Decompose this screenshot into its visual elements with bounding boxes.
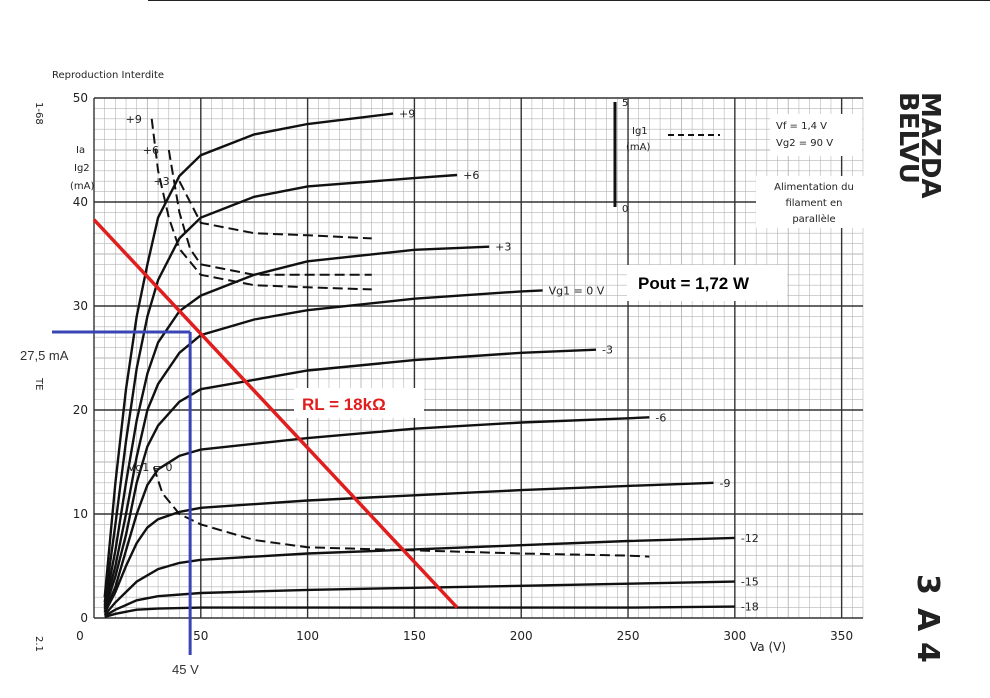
- series-line: [103, 112, 394, 598]
- condition-vf: Vf = 1,4 V: [776, 121, 827, 132]
- screen-series-line: [150, 118, 372, 291]
- series-line: [104, 580, 735, 617]
- side-label-mid: TE: [33, 377, 44, 390]
- annotations: [52, 218, 459, 655]
- ig1-tick-bottom: 0: [622, 204, 628, 215]
- x-tick-label: 300: [723, 629, 746, 643]
- screen-series-line: [167, 149, 372, 276]
- screen-series-label: Vg1 = 0: [128, 461, 173, 474]
- ig1-label: Ig1: [632, 126, 648, 137]
- series-line: [103, 348, 597, 611]
- condition-vg2: Vg2 = 90 V: [776, 138, 833, 149]
- pout-box: [627, 265, 787, 301]
- series-line: [103, 245, 490, 606]
- conditions-box: [770, 114, 862, 156]
- tube-model-3: 3: [910, 574, 945, 595]
- x-tick-label: 250: [617, 629, 640, 643]
- y-tick-label: 0: [80, 611, 88, 625]
- tube-model-4: 4: [910, 642, 945, 663]
- ia-marker-box: [14, 344, 84, 366]
- va-marker-box: [168, 658, 212, 680]
- x-tick-label: 150: [403, 629, 426, 643]
- screen-series-label: +9: [126, 113, 142, 126]
- series-line: [104, 605, 735, 619]
- side-label-bottom: 2.1: [33, 636, 44, 652]
- series-line: [103, 536, 735, 616]
- x-tick-label: 50: [193, 629, 208, 643]
- series-label: +3: [495, 241, 511, 254]
- x-tick-label: 0: [76, 629, 84, 643]
- pout-label: Pout = 1,72 W: [638, 274, 750, 293]
- ylabel-ig2: Ig2: [74, 163, 90, 174]
- series-line: [103, 173, 458, 603]
- screen-series-label: +3: [153, 175, 169, 188]
- y-tick-label: 10: [73, 507, 88, 521]
- side-label-top: 1-68: [33, 102, 44, 125]
- note-line-1: Alimentation du: [774, 182, 854, 193]
- series-label: -3: [602, 344, 613, 357]
- screen-grid-curves: +9 +6 +3 Vg1 = 0: [126, 113, 650, 558]
- screen-series-label: +6: [143, 144, 159, 157]
- series-label: -15: [741, 576, 759, 589]
- chart-title: Reproduction Interdite: [52, 70, 164, 81]
- brand-mazda: MAZDA: [915, 92, 945, 199]
- y-tick-label: 40: [73, 195, 88, 209]
- ig1-tick-top: 5: [622, 98, 628, 109]
- series-label: Vg1 = 0 V: [549, 284, 605, 297]
- ia-marker-label: 27,5 mA: [20, 348, 69, 363]
- x-tick-label: 100: [296, 629, 319, 643]
- brand-belvu: BELVU: [893, 92, 923, 184]
- x-tick-label: 200: [510, 629, 533, 643]
- series-label: +9: [399, 108, 415, 121]
- ylabel-ia: Ia: [76, 145, 85, 156]
- plate-curves: +9 +6 +3 Vg1 = 0 V -3 -6 -9 -12 -15 -18: [103, 108, 759, 619]
- rl-label: RL = 18kΩ: [302, 395, 386, 414]
- load-line: [92, 218, 459, 609]
- y-tick-label: 30: [73, 299, 88, 313]
- va-marker-label: 45 V: [172, 662, 199, 677]
- series-line: [103, 481, 714, 614]
- series-line: [103, 416, 650, 613]
- xlabel: Va (V): [750, 640, 786, 654]
- note-line-3: parallèle: [792, 213, 835, 225]
- screen-series-line: [178, 180, 372, 240]
- rl-box: [294, 388, 424, 418]
- major-grid: [93, 97, 863, 619]
- note-line-2: filament en: [785, 198, 842, 209]
- note-box: [756, 176, 872, 228]
- y-tick-label: 20: [73, 403, 88, 417]
- screen-series-line: [152, 466, 650, 558]
- series-label: -9: [719, 477, 730, 490]
- x-tick-label: 350: [830, 629, 853, 643]
- tube-model-a: A: [910, 608, 945, 632]
- series-label: -6: [655, 411, 666, 424]
- ig1-unit: (mA): [626, 142, 650, 153]
- series-label: -18: [741, 601, 759, 614]
- ylabel-unit: (mA): [70, 181, 94, 192]
- y-tick-label: 50: [73, 91, 88, 105]
- series-label: -12: [741, 532, 759, 545]
- series-line: [103, 289, 543, 608]
- series-label: +6: [463, 169, 479, 182]
